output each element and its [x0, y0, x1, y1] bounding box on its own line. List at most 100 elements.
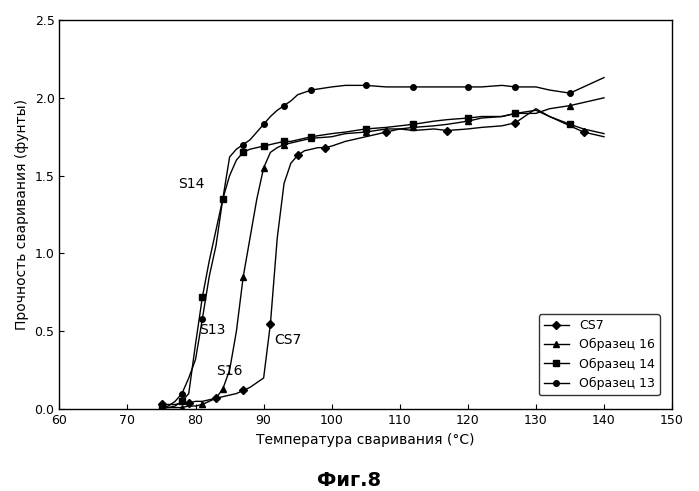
Образец 16	[266, 149, 275, 155]
Образец 16	[280, 141, 288, 147]
CS7	[199, 398, 207, 404]
Образец 14	[266, 141, 275, 147]
CS7	[430, 126, 438, 132]
CS7	[294, 153, 302, 159]
Образец 16	[246, 235, 254, 241]
Образец 14	[463, 115, 472, 121]
Образец 14	[192, 341, 200, 347]
Образец 13	[287, 98, 295, 104]
Образец 14	[361, 126, 370, 132]
CS7	[396, 126, 404, 132]
Образец 16	[225, 367, 233, 373]
Образец 16	[273, 145, 282, 151]
Line: Образец 14: Образец 14	[159, 108, 607, 410]
Образец 14	[382, 124, 390, 130]
Образец 13	[266, 113, 275, 119]
Образец 14	[328, 131, 336, 136]
CS7	[565, 123, 574, 129]
Образец 13	[382, 84, 390, 90]
CS7	[498, 123, 506, 129]
Text: S16: S16	[216, 364, 243, 378]
CS7	[463, 126, 472, 132]
Образец 16	[294, 138, 302, 144]
Образец 13	[396, 84, 404, 90]
Образец 14	[287, 138, 295, 144]
Образец 13	[579, 84, 588, 90]
Образец 13	[477, 84, 486, 90]
Образец 13	[545, 87, 554, 93]
Образец 13	[219, 196, 227, 202]
Образец 14	[199, 294, 207, 300]
Образец 13	[341, 82, 350, 88]
CS7	[307, 146, 315, 152]
Образец 13	[361, 82, 370, 88]
Образец 13	[600, 75, 608, 81]
Образец 16	[396, 126, 404, 132]
Образец 16	[430, 123, 438, 129]
CS7	[579, 129, 588, 135]
CS7	[280, 181, 288, 187]
Образец 13	[498, 82, 506, 88]
CS7	[225, 392, 233, 398]
CS7	[600, 134, 608, 139]
Образец 14	[280, 138, 288, 144]
Образец 14	[294, 137, 302, 143]
CS7	[382, 129, 390, 135]
Образец 16	[185, 403, 193, 409]
Образец 16	[361, 129, 370, 135]
Образец 16	[232, 328, 240, 334]
Образец 16	[498, 113, 506, 119]
CS7	[532, 106, 540, 111]
Образец 16	[164, 405, 173, 410]
Образец 13	[273, 108, 282, 113]
Образец 16	[341, 131, 350, 136]
Y-axis label: Прочность сваривания (фунты): Прочность сваривания (фунты)	[15, 99, 29, 330]
X-axis label: Температура сваривания (°С): Температура сваривания (°С)	[257, 433, 475, 446]
CS7	[273, 235, 282, 241]
Образец 16	[565, 103, 574, 109]
CS7	[185, 400, 193, 406]
Образец 16	[287, 140, 295, 146]
CS7	[266, 321, 275, 327]
Образец 13	[232, 146, 240, 152]
Образец 13	[532, 84, 540, 90]
Образец 14	[164, 405, 173, 410]
Образец 13	[239, 141, 247, 147]
Образец 13	[178, 391, 186, 397]
Образец 14	[477, 113, 486, 119]
Line: Образец 16: Образец 16	[158, 94, 607, 411]
Образец 14	[178, 398, 186, 404]
Образец 14	[171, 403, 180, 409]
Образец 14	[430, 118, 438, 124]
CS7	[232, 391, 240, 397]
CS7	[511, 120, 519, 126]
Text: CS7: CS7	[274, 333, 301, 347]
Образец 14	[532, 108, 540, 113]
CS7	[219, 394, 227, 400]
Line: Образец 13: Образец 13	[159, 75, 607, 410]
Образец 13	[307, 87, 315, 93]
Образец 14	[252, 145, 261, 151]
CS7	[443, 128, 452, 134]
Образец 14	[232, 157, 240, 163]
CS7	[259, 375, 268, 381]
Образец 16	[171, 405, 180, 410]
Образец 14	[545, 113, 554, 119]
CS7	[178, 400, 186, 406]
Образец 16	[382, 126, 390, 132]
Образец 14	[212, 227, 220, 233]
Образец 14	[225, 173, 233, 179]
CS7	[164, 402, 173, 408]
Образец 16	[409, 124, 417, 130]
Образец 16	[443, 121, 452, 127]
CS7	[252, 380, 261, 385]
CS7	[341, 138, 350, 144]
Образец 14	[307, 134, 315, 139]
Образец 13	[164, 403, 173, 409]
Образец 13	[185, 375, 193, 381]
Образец 16	[477, 115, 486, 121]
Образец 16	[178, 405, 186, 410]
CS7	[314, 145, 322, 151]
Образец 14	[498, 113, 506, 119]
Образец 14	[511, 110, 519, 116]
